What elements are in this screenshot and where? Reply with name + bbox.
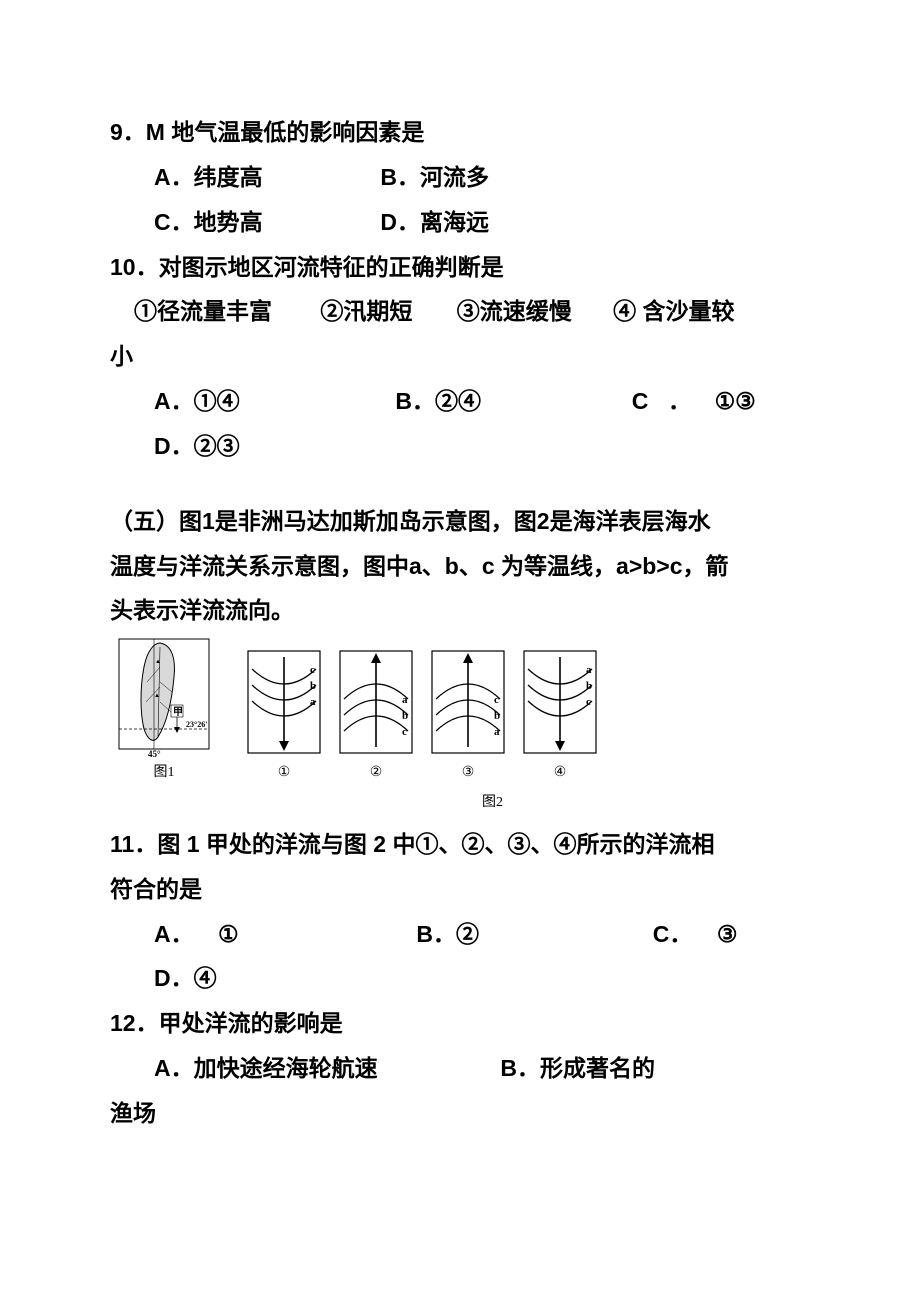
q10-s1: ①径流量丰富 bbox=[134, 289, 314, 334]
q10-opt-c-dot: ． bbox=[668, 379, 708, 424]
q10-line3: 小 bbox=[110, 334, 810, 379]
panel-3-svg: cba bbox=[428, 647, 508, 757]
svg-text:a: a bbox=[310, 696, 316, 708]
svg-text:b: b bbox=[402, 710, 408, 722]
sec5-l3: 头表示洋流流向。 bbox=[110, 588, 810, 633]
svg-text:b: b bbox=[494, 710, 500, 722]
map-lat-label: 23°26' bbox=[186, 720, 207, 729]
q9-opt-a: A．纬度高 bbox=[154, 155, 374, 200]
q10-opt-b: B．②④ bbox=[395, 379, 625, 424]
q12-opt-a: A．加快途经海轮航速 bbox=[154, 1046, 494, 1091]
q10-opt-d: D．②③ bbox=[154, 424, 240, 469]
svg-text:c: c bbox=[586, 696, 591, 708]
panel-2: abc ② bbox=[336, 647, 416, 786]
panel-2-label: ② bbox=[336, 759, 416, 786]
q11-opt-c-val: ③ bbox=[699, 912, 738, 957]
q11-opt-d: D．④ bbox=[154, 956, 217, 1001]
q11-row2: D．④ bbox=[110, 956, 810, 1001]
fig2-label-row: 图2 bbox=[110, 789, 810, 816]
map-lon-label: 45° bbox=[148, 749, 161, 757]
q9-opt-b: B．河流多 bbox=[380, 155, 489, 200]
sec5-l1: （五）图1是非洲马达加斯加岛示意图，图2是海洋表层海水 bbox=[110, 499, 810, 544]
q9-stem: 9．M 地气温最低的影响因素是 bbox=[110, 110, 810, 155]
map-place-label: 甲 bbox=[173, 706, 183, 718]
svg-text:b: b bbox=[310, 680, 316, 692]
q11-l1: 11．图 1 甲处的洋流与图 2 中①、②、③、④所示的洋流相 bbox=[110, 822, 810, 867]
panel-1-svg: cba bbox=[244, 647, 324, 757]
panel-4-svg: abc bbox=[520, 647, 600, 757]
q9-row1: A．纬度高 B．河流多 bbox=[110, 155, 810, 200]
svg-text:▲: ▲ bbox=[155, 659, 161, 665]
spacer bbox=[110, 469, 810, 499]
q10-row1: A．①④ B．②④ C ． ①③ bbox=[110, 379, 810, 424]
q12-row: A．加快途经海轮航速 B．形成著名的 bbox=[110, 1046, 810, 1091]
panel-1: cba ① bbox=[244, 647, 324, 786]
q10-opt-a: A．①④ bbox=[154, 379, 389, 424]
sec5-l2: 温度与洋流关系示意图，图中a、b、c 为等温线，a>b>c，箭 bbox=[110, 544, 810, 589]
q10-stem: 10．对图示地区河流特征的正确判断是 bbox=[110, 245, 810, 290]
svg-text:a: a bbox=[586, 664, 592, 676]
q12-opt-b: B．形成著名的 bbox=[500, 1046, 655, 1091]
map-svg: ▲ ▲ 甲 23°26' 45° bbox=[114, 637, 214, 757]
fig2-label: 图2 bbox=[482, 789, 503, 816]
q10-row2: D．②③ bbox=[110, 424, 810, 469]
q9-row2: C．地势高 D．离海远 bbox=[110, 200, 810, 245]
svg-text:c: c bbox=[310, 664, 315, 676]
figure-row: ▲ ▲ 甲 23°26' 45° 图1 cba ① abc bbox=[110, 637, 810, 786]
svg-text:c: c bbox=[494, 694, 499, 706]
q12-tail: 渔场 bbox=[110, 1091, 810, 1136]
q11-opt-a-val: ① bbox=[200, 912, 410, 957]
q11-opt-a-prefix: A． bbox=[154, 912, 194, 957]
panel-2-svg: abc bbox=[336, 647, 416, 757]
q10-s4: ④ 含沙量较 bbox=[613, 289, 734, 334]
panel-1-label: ① bbox=[244, 759, 324, 786]
q11-l2: 符合的是 bbox=[110, 867, 810, 912]
panel-4-label: ④ bbox=[520, 759, 600, 786]
exam-page: 9．M 地气温最低的影响因素是 A．纬度高 B．河流多 C．地势高 D．离海远 … bbox=[0, 0, 920, 1196]
q9-opt-d: D．离海远 bbox=[380, 200, 489, 245]
q11-row1: A． ① B．② C． ③ bbox=[110, 912, 810, 957]
q11-opt-b: B．② bbox=[416, 912, 646, 957]
panel-3-label: ③ bbox=[428, 759, 508, 786]
fig1-label: 图1 bbox=[114, 759, 214, 786]
svg-text:▲: ▲ bbox=[154, 693, 160, 699]
q10-s2: ②汛期短 bbox=[320, 289, 450, 334]
q10-line2: ①径流量丰富 ②汛期短 ③流速缓慢 ④ 含沙量较 bbox=[110, 289, 810, 334]
q10-opt-c-letter: C bbox=[632, 379, 662, 424]
q11-opt-c-prefix: C． bbox=[653, 912, 693, 957]
figure-1-map: ▲ ▲ 甲 23°26' 45° 图1 bbox=[114, 637, 214, 786]
svg-text:c: c bbox=[402, 726, 407, 738]
panel-3: cba ③ bbox=[428, 647, 508, 786]
q10-s3: ③流速缓慢 bbox=[457, 289, 607, 334]
svg-text:a: a bbox=[402, 694, 408, 706]
q10-opt-c-val: ①③ bbox=[715, 379, 756, 424]
panel-4: abc ④ bbox=[520, 647, 600, 786]
q12-stem: 12．甲处洋流的影响是 bbox=[110, 1001, 810, 1046]
svg-text:b: b bbox=[586, 680, 592, 692]
q9-opt-c: C．地势高 bbox=[154, 200, 374, 245]
svg-text:a: a bbox=[494, 726, 500, 738]
